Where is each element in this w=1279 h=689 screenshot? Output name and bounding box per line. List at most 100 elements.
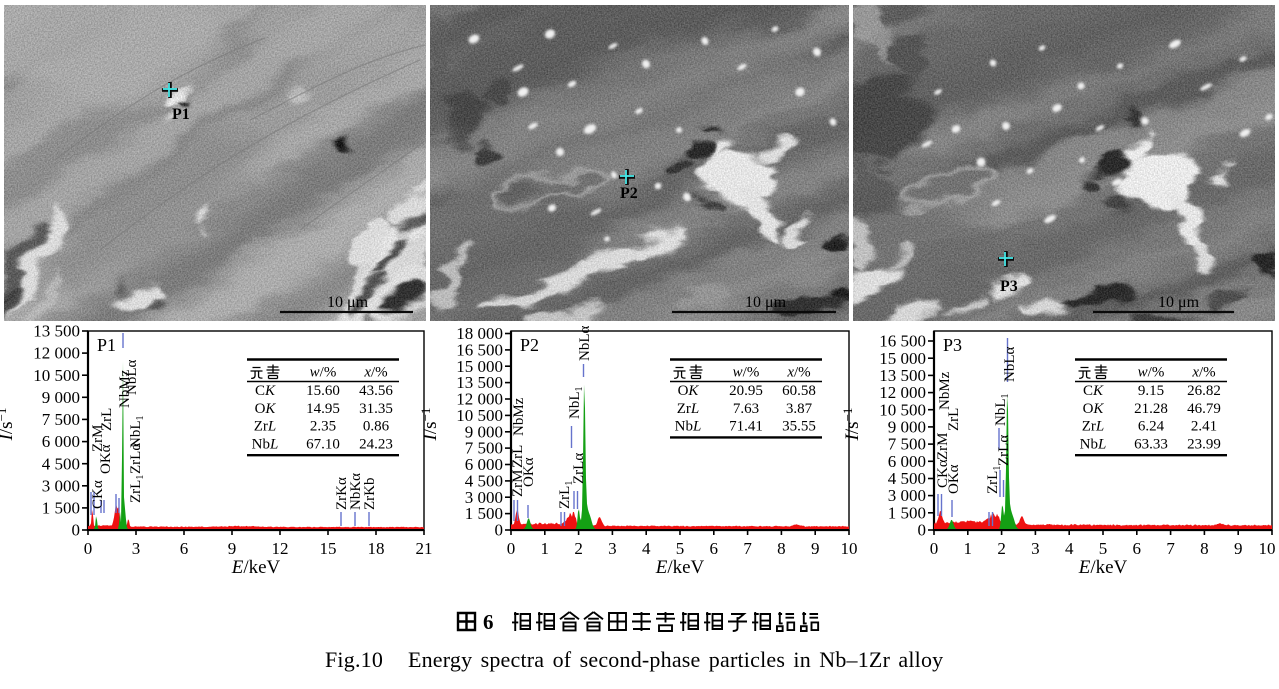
svg-text:4: 4 bbox=[642, 539, 651, 558]
svg-text:43.56: 43.56 bbox=[359, 383, 393, 399]
svg-text:NbMz: NbMz bbox=[117, 369, 133, 408]
svg-text:46.79: 46.79 bbox=[1187, 401, 1221, 417]
svg-text:35.55: 35.55 bbox=[782, 419, 816, 435]
svg-text:ZrL: ZrL bbox=[254, 419, 277, 435]
svg-text:P1: P1 bbox=[172, 106, 190, 123]
svg-text:31.35: 31.35 bbox=[359, 401, 393, 417]
svg-text:9: 9 bbox=[228, 539, 237, 558]
svg-text:OKα: OKα bbox=[521, 457, 537, 487]
svg-text:4 500: 4 500 bbox=[888, 469, 926, 488]
svg-text:Fig.10 Energy spectra of sec: Fig.10 Energy spectra of second-phase pa… bbox=[325, 647, 943, 672]
svg-text:ZrM: ZrM bbox=[935, 433, 951, 461]
svg-text:ZrL: ZrL bbox=[1082, 419, 1105, 435]
svg-text:0: 0 bbox=[507, 539, 516, 558]
svg-text:ZrLα: ZrLα bbox=[571, 453, 587, 484]
svg-text:ZrM: ZrM bbox=[90, 425, 106, 453]
svg-text:10 μm: 10 μm bbox=[1158, 294, 1200, 311]
svg-text:7: 7 bbox=[1166, 539, 1175, 558]
svg-text:6 000: 6 000 bbox=[888, 452, 926, 471]
svg-text:6: 6 bbox=[1133, 539, 1142, 558]
svg-text:0: 0 bbox=[84, 539, 93, 558]
svg-text:1: 1 bbox=[541, 539, 550, 558]
svg-text:7 500: 7 500 bbox=[465, 439, 503, 458]
svg-text:w/%: w/% bbox=[1138, 365, 1165, 381]
svg-text:OK: OK bbox=[678, 383, 700, 399]
svg-text:NbLα: NbLα bbox=[124, 360, 140, 395]
svg-text:7 500: 7 500 bbox=[42, 410, 80, 429]
svg-text:2.41: 2.41 bbox=[1191, 419, 1217, 435]
svg-text:7: 7 bbox=[743, 539, 752, 558]
svg-text:ZrKb: ZrKb bbox=[362, 478, 378, 511]
svg-text:10 μm: 10 μm bbox=[327, 294, 369, 311]
svg-text:12: 12 bbox=[272, 539, 289, 558]
svg-text:9: 9 bbox=[811, 539, 820, 558]
svg-text:ZrL1: ZrL1 bbox=[128, 475, 146, 503]
svg-text:13 500: 13 500 bbox=[456, 373, 503, 392]
svg-text:P1: P1 bbox=[97, 335, 116, 355]
svg-text:13 500: 13 500 bbox=[879, 366, 926, 385]
svg-text:1 500: 1 500 bbox=[888, 503, 926, 522]
svg-text:P3: P3 bbox=[1000, 278, 1018, 295]
svg-text:2.35: 2.35 bbox=[310, 419, 336, 435]
svg-text:12 000: 12 000 bbox=[879, 383, 926, 402]
svg-text:12 000: 12 000 bbox=[456, 390, 503, 409]
svg-text:x/%: x/% bbox=[1191, 365, 1215, 381]
svg-text:18: 18 bbox=[368, 539, 385, 558]
svg-text:7 500: 7 500 bbox=[888, 435, 926, 454]
svg-text:6: 6 bbox=[483, 610, 494, 634]
svg-text:5: 5 bbox=[1099, 539, 1108, 558]
svg-text:ZrM: ZrM bbox=[510, 470, 526, 498]
svg-text:18 000: 18 000 bbox=[456, 324, 503, 343]
svg-text:67.10: 67.10 bbox=[306, 436, 340, 452]
svg-text:8: 8 bbox=[1200, 539, 1209, 558]
svg-text:P2: P2 bbox=[620, 185, 638, 202]
svg-text:4 500: 4 500 bbox=[42, 454, 80, 473]
svg-text:10 μm: 10 μm bbox=[745, 294, 787, 311]
svg-text:5: 5 bbox=[676, 539, 685, 558]
svg-text:6 000: 6 000 bbox=[465, 455, 503, 474]
svg-text:ZrLα: ZrLα bbox=[128, 443, 144, 474]
svg-text:7.63: 7.63 bbox=[733, 401, 759, 417]
svg-text:4 500: 4 500 bbox=[465, 472, 503, 491]
svg-text:E/keV: E/keV bbox=[231, 557, 281, 578]
svg-text:ZrKα: ZrKα bbox=[334, 477, 350, 510]
svg-text:3 000: 3 000 bbox=[42, 476, 80, 495]
svg-text:ZrL1: ZrL1 bbox=[985, 466, 1003, 494]
svg-text:10 500: 10 500 bbox=[879, 400, 926, 419]
svg-text:63.33: 63.33 bbox=[1134, 436, 1168, 452]
svg-text:6 000: 6 000 bbox=[42, 432, 80, 451]
svg-text:NbLα: NbLα bbox=[577, 326, 593, 361]
svg-text:8: 8 bbox=[777, 539, 786, 558]
svg-text:6: 6 bbox=[710, 539, 719, 558]
svg-text:2: 2 bbox=[997, 539, 1006, 558]
svg-text:2: 2 bbox=[574, 539, 583, 558]
svg-text:6.24: 6.24 bbox=[1138, 419, 1165, 435]
svg-text:12 000: 12 000 bbox=[33, 344, 80, 363]
svg-text:21.28: 21.28 bbox=[1134, 401, 1168, 417]
svg-text:0.86: 0.86 bbox=[363, 419, 390, 435]
svg-text:x/%: x/% bbox=[363, 365, 387, 381]
svg-text:CK: CK bbox=[255, 383, 276, 399]
svg-text:NbMz: NbMz bbox=[937, 371, 953, 410]
svg-text:0: 0 bbox=[918, 521, 927, 540]
svg-text:ZrL: ZrL bbox=[946, 408, 962, 431]
svg-text:NbMz: NbMz bbox=[511, 397, 527, 436]
svg-text:CKα: CKα bbox=[935, 459, 951, 488]
svg-text:0: 0 bbox=[930, 539, 939, 558]
svg-text:9 000: 9 000 bbox=[888, 418, 926, 437]
svg-text:15 000: 15 000 bbox=[456, 357, 503, 376]
svg-text:CKα: CKα bbox=[90, 480, 106, 509]
svg-text:20.95: 20.95 bbox=[729, 383, 763, 399]
svg-text:E/keV: E/keV bbox=[1078, 557, 1128, 578]
svg-text:x/%: x/% bbox=[786, 365, 810, 381]
svg-text:0: 0 bbox=[72, 521, 81, 540]
svg-text:ZrL: ZrL bbox=[677, 401, 700, 417]
svg-text:NbLα: NbLα bbox=[1002, 347, 1018, 382]
svg-text:24.23: 24.23 bbox=[359, 436, 393, 452]
svg-text:10 500: 10 500 bbox=[33, 366, 80, 385]
svg-text:10: 10 bbox=[841, 539, 858, 558]
svg-text:w/%: w/% bbox=[733, 365, 760, 381]
svg-text:26.82: 26.82 bbox=[1187, 383, 1221, 399]
svg-text:10 500: 10 500 bbox=[456, 406, 503, 425]
svg-text:4: 4 bbox=[1065, 539, 1074, 558]
